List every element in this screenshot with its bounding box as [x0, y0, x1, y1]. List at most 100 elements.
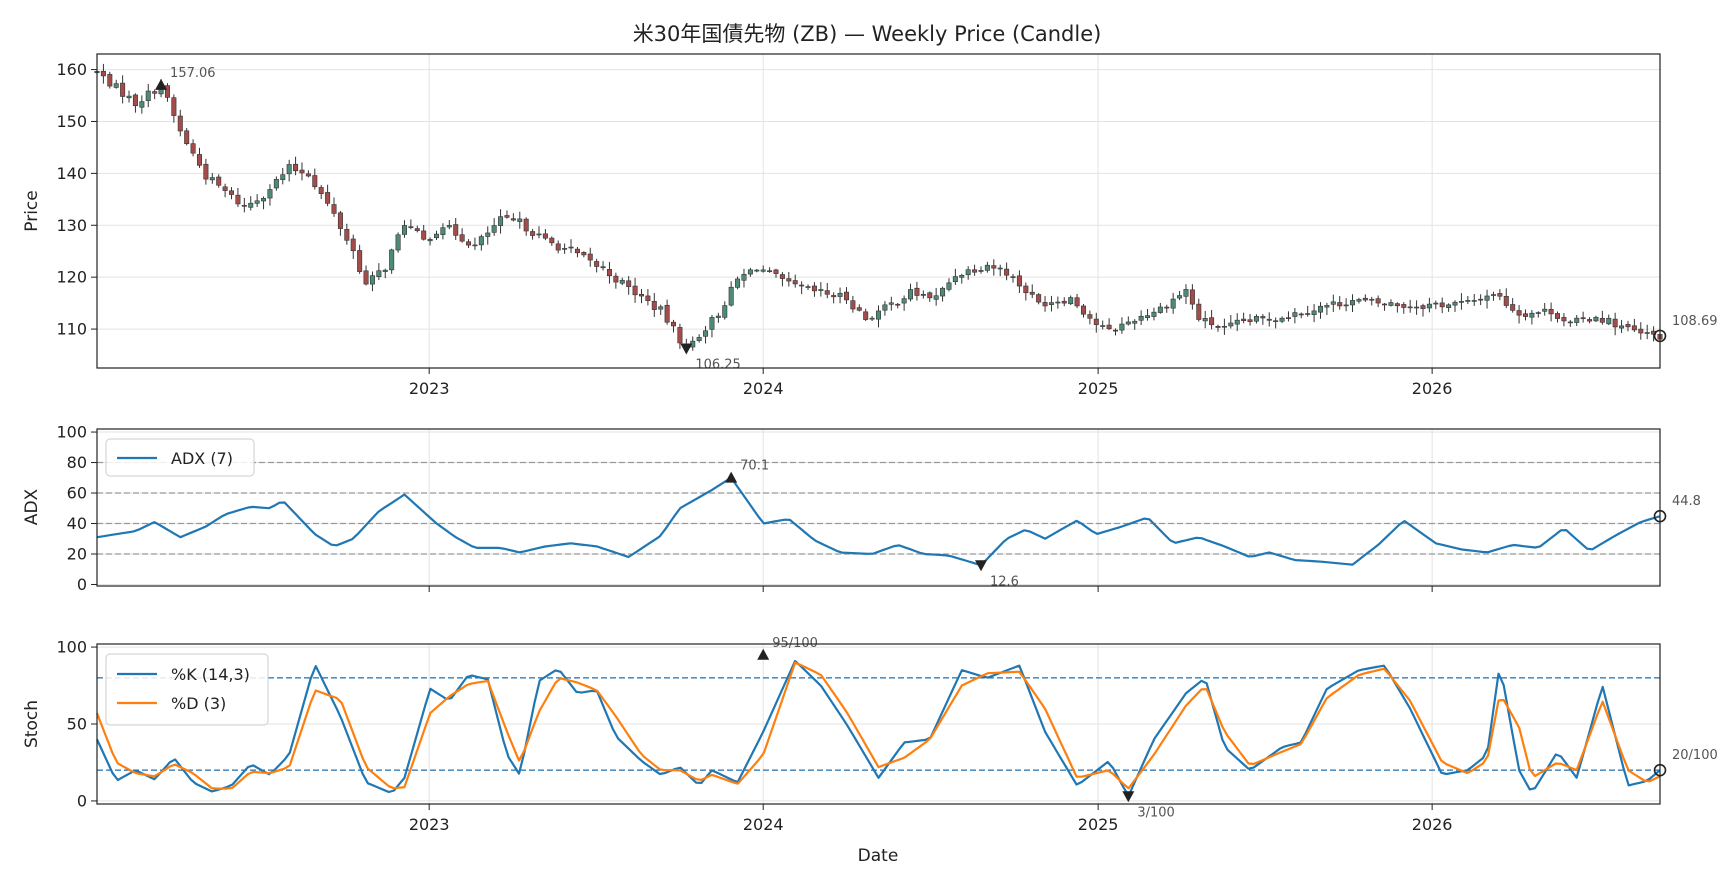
price-y-tick-label: 160 — [56, 60, 87, 79]
candle-body — [1593, 316, 1599, 322]
candle-body — [1458, 301, 1464, 303]
stoch-legend-box — [105, 653, 269, 726]
candle-body — [581, 252, 587, 256]
candle-body — [1522, 313, 1528, 317]
stoch-x-tick-label: 2023 — [409, 815, 450, 834]
candle-body — [1177, 295, 1183, 299]
stoch-annotation-label: 95/100 — [772, 636, 818, 651]
stoch-annotation-label: 20/100 — [1672, 748, 1718, 763]
candle-body — [1241, 318, 1247, 322]
candle-body — [331, 204, 337, 214]
candle-body — [1382, 303, 1388, 306]
candle-body — [1202, 318, 1208, 322]
candle-body — [286, 164, 292, 175]
candle-body — [1356, 299, 1362, 302]
candle-body — [587, 253, 593, 261]
candle-body — [1298, 313, 1304, 316]
adx-panel: 70.1 12.6 44.8 0 20 40 60 80 100 ADX ADX (7) — [22, 423, 1701, 594]
x-axis-label: Date — [858, 846, 899, 866]
candle-body — [312, 175, 318, 188]
candle-body — [1375, 298, 1381, 304]
stoch-annotations: 95/100 3/100 20/100 — [757, 636, 1718, 820]
candle-body — [1401, 304, 1407, 308]
price-y-tick-label: 140 — [56, 164, 87, 183]
candle-body — [1510, 304, 1516, 311]
stoch-x-tick-label: 2026 — [1412, 815, 1453, 834]
candle-body — [1587, 319, 1593, 322]
candle-body — [703, 330, 709, 337]
price-plot-frame — [96, 53, 1661, 369]
candle-body — [466, 241, 472, 246]
stoch-gridlines — [97, 644, 1660, 804]
stoch-x-tick-label: 2024 — [743, 815, 784, 834]
candle-body — [357, 250, 363, 272]
candle-body — [863, 311, 869, 320]
price-x-tick-label: 2025 — [1078, 379, 1119, 398]
candle-body — [337, 212, 343, 229]
candle-body — [1606, 317, 1612, 325]
candle-body — [1484, 295, 1490, 301]
candle-body — [248, 202, 254, 208]
candle-body — [1138, 315, 1144, 321]
candle-body — [824, 290, 830, 295]
candle-body — [1087, 314, 1093, 319]
candle-body — [395, 234, 401, 251]
candle-body — [325, 192, 331, 204]
candle-body — [1311, 310, 1317, 315]
candle-body — [940, 287, 946, 297]
candle-body — [1215, 326, 1221, 328]
candle-body — [1452, 301, 1458, 306]
candle-body — [530, 231, 536, 236]
candle-body — [1253, 316, 1259, 322]
candle-body — [908, 289, 914, 300]
candle-body — [434, 233, 440, 239]
candle-body — [1567, 321, 1573, 324]
candle-body — [1080, 305, 1086, 315]
candle-body — [901, 298, 907, 304]
candle-body — [1394, 303, 1400, 307]
adx-legend: ADX (7) — [105, 438, 255, 477]
adx-legend-box — [105, 438, 255, 477]
candle-body — [132, 94, 138, 107]
candle-body — [1516, 310, 1522, 316]
stoch-max-marker — [757, 648, 770, 660]
candle-body — [984, 264, 990, 271]
adx-annotations: 70.1 12.6 44.8 — [725, 459, 1701, 589]
candle-body — [895, 303, 901, 306]
candle-body — [747, 269, 753, 275]
candle-body — [1004, 268, 1010, 276]
candle-body — [1106, 324, 1112, 330]
adx-series — [96, 478, 1661, 566]
candle-body — [664, 304, 670, 323]
stoch-x-ticks: 2023 2024 2025 2026 — [409, 804, 1453, 834]
candle-body — [792, 280, 798, 285]
candle-body — [1209, 317, 1215, 326]
candle-body — [459, 234, 465, 242]
candle-body — [991, 265, 997, 269]
candle-body — [536, 233, 542, 236]
adx-y-tick-label: 40 — [67, 514, 87, 533]
candle-body — [120, 82, 126, 97]
candle-body — [888, 302, 894, 305]
candle-body — [1362, 297, 1368, 301]
candle-body — [485, 232, 491, 237]
candle-body — [1324, 305, 1330, 308]
candle-body — [222, 186, 228, 191]
candle-body — [414, 228, 420, 232]
adx-series-line-0 — [96, 478, 1661, 566]
candle-body — [1125, 321, 1131, 325]
price-x-tick-label: 2024 — [743, 379, 784, 398]
candle-body — [1010, 276, 1016, 278]
candle-body — [389, 249, 395, 271]
candle-body — [1068, 297, 1074, 305]
candle-body — [376, 270, 382, 277]
candle-body — [952, 276, 958, 283]
candle-body — [1478, 298, 1484, 301]
candle-body — [498, 216, 504, 226]
price-gridlines — [97, 54, 1660, 368]
candle-body — [478, 236, 484, 246]
adx-y-ticks: 0 20 40 60 80 100 — [56, 423, 97, 594]
adx-gridlines — [97, 429, 1660, 586]
candle-body — [1189, 289, 1195, 305]
candle-body — [811, 285, 817, 292]
